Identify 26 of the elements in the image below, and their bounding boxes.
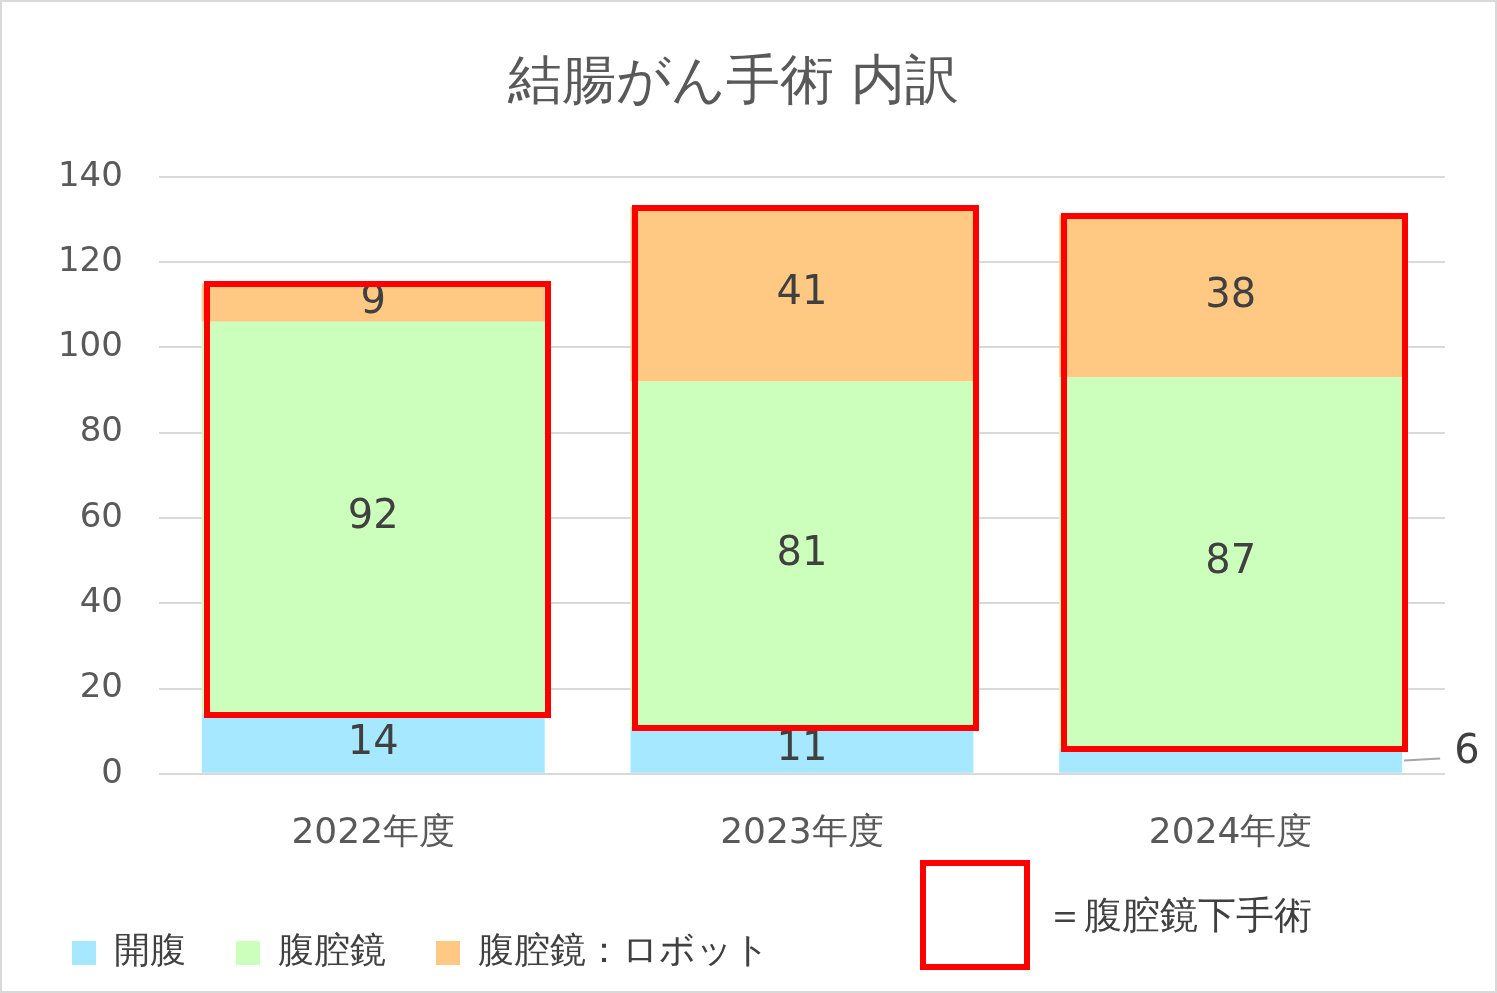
x-tick-label: 2024年度 xyxy=(1148,809,1313,851)
y-tick-label: 60 xyxy=(79,494,123,535)
x-tick-label: 2022年度 xyxy=(291,809,456,851)
legend-label: 開腹 xyxy=(114,929,186,971)
legend-label: 腹腔鏡 xyxy=(278,929,386,971)
legend-label: 腹腔鏡：ロボット xyxy=(478,929,770,971)
y-tick-label: 140 xyxy=(57,153,123,194)
y-tick-label: 0 xyxy=(101,750,123,791)
bar xyxy=(1059,215,1403,378)
chart-title: 結腸がん手術 内訳 xyxy=(506,48,960,112)
y-tick-label: 80 xyxy=(79,409,123,450)
x-tick-label: 2023年度 xyxy=(720,809,884,851)
y-tick-label: 20 xyxy=(79,665,123,706)
data-label: 11 xyxy=(776,723,828,770)
bar xyxy=(201,714,545,773)
y-tick-label: 120 xyxy=(57,238,123,279)
data-label: 81 xyxy=(776,527,828,574)
data-label: 87 xyxy=(1205,536,1257,583)
data-label: 6 xyxy=(1454,725,1480,772)
data-label: 92 xyxy=(347,491,399,538)
text: ＝腹腔鏡下手術 xyxy=(1046,891,1312,939)
data-label: 38 xyxy=(1205,269,1257,316)
data-label: 14 xyxy=(347,716,399,763)
y-tick-label: 40 xyxy=(79,580,123,621)
data-label: 41 xyxy=(776,267,828,314)
y-tick-label: 100 xyxy=(57,324,123,365)
